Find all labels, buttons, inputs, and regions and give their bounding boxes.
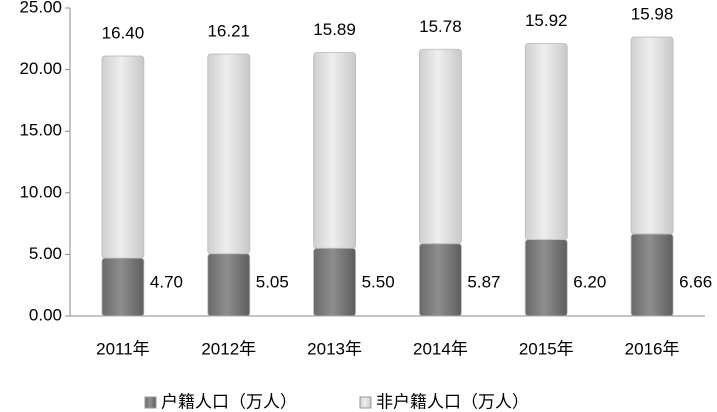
x-tick-label: 2013年 — [307, 339, 362, 358]
legend-marker — [144, 396, 157, 409]
x-tick-label: 2016年 — [625, 339, 680, 358]
data-label: 4.70 — [150, 272, 183, 291]
x-tick-label: 2015年 — [519, 339, 574, 358]
data-label: 16.21 — [207, 22, 250, 41]
legend-label: 户籍人口（万人） — [161, 392, 297, 411]
data-label: 15.92 — [525, 11, 568, 30]
bar-segment — [630, 36, 674, 235]
bar-segment — [524, 43, 568, 241]
data-label: 15.98 — [631, 5, 674, 24]
bar-segment — [101, 55, 145, 259]
y-tick-label: 25.00 — [19, 0, 62, 16]
y-tick-label: 10.00 — [19, 182, 62, 201]
data-label: 5.87 — [467, 272, 500, 291]
data-label: 15.78 — [419, 17, 462, 36]
data-label: 5.50 — [362, 272, 395, 291]
data-label: 6.20 — [573, 272, 606, 291]
bar-segment — [419, 48, 462, 245]
data-label: 5.05 — [256, 272, 289, 291]
bar-segment — [207, 53, 251, 255]
data-label: 15.89 — [313, 20, 356, 39]
y-tick-label: 0.00 — [29, 305, 62, 324]
bar-segment — [313, 247, 356, 317]
bar-segment — [419, 243, 462, 317]
bar-segment — [313, 52, 356, 249]
y-tick-label: 15.00 — [19, 121, 62, 140]
bar-segment — [207, 253, 251, 317]
x-tick-label: 2014年 — [413, 339, 468, 358]
bar-segment — [524, 239, 568, 317]
legend-marker — [359, 396, 372, 409]
legend-label: 非户籍人口（万人） — [376, 392, 529, 411]
y-tick-label: 20.00 — [19, 59, 62, 78]
x-tick-label: 2011年 — [96, 339, 150, 358]
bar-segment — [630, 233, 674, 317]
y-tick-label: 5.00 — [29, 244, 62, 263]
data-label: 6.66 — [679, 272, 712, 291]
bar-segment — [101, 257, 145, 317]
data-label: 16.40 — [102, 24, 145, 43]
x-tick-label: 2012年 — [201, 339, 256, 358]
